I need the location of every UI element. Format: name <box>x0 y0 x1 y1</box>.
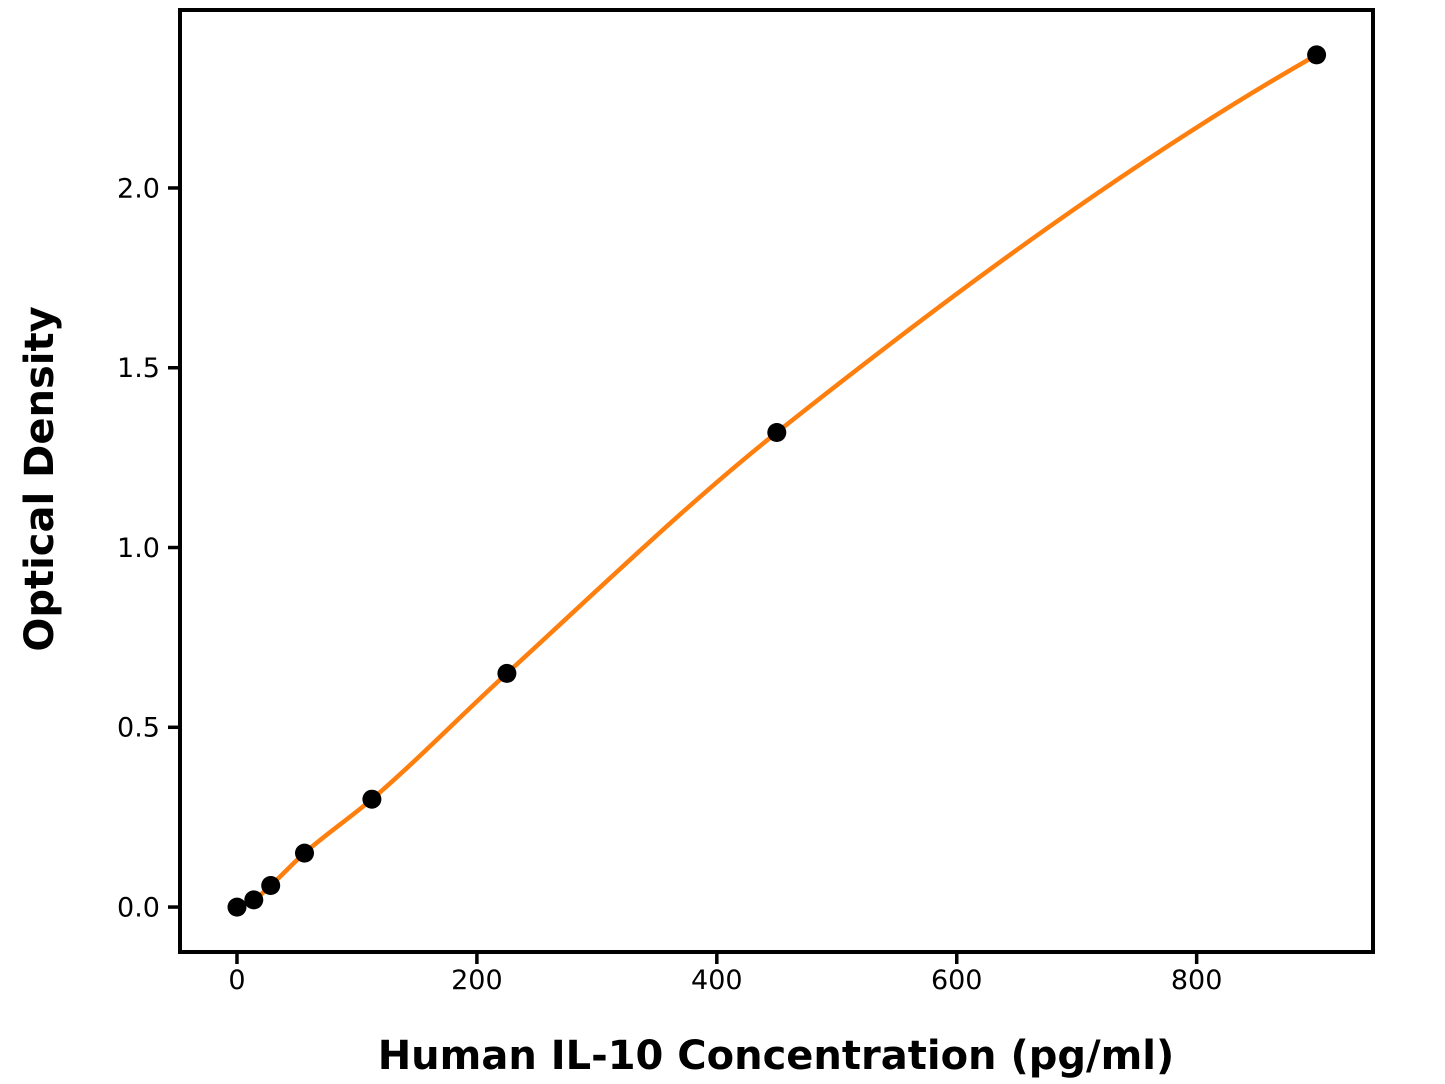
y-tick-label: 0.5 <box>117 713 160 744</box>
x-tick-label: 0 <box>228 965 245 996</box>
x-tick-label: 400 <box>691 965 743 996</box>
data-point-marker <box>261 876 281 895</box>
y-axis-title: Optical Density <box>17 306 63 651</box>
y-tick-label: 2.0 <box>117 173 160 204</box>
x-tick-label: 800 <box>1171 965 1223 996</box>
y-tick-label: 1.5 <box>117 353 160 384</box>
data-points-layer <box>227 45 1327 917</box>
y-axis-ticks: 0.0 0.5 1.0 1.5 2.0 <box>117 173 178 924</box>
data-point-marker <box>362 789 382 809</box>
y-tick-label: 1.0 <box>117 533 160 564</box>
data-point-marker <box>1307 45 1327 65</box>
data-point-marker <box>227 897 247 917</box>
data-point-marker <box>295 843 314 863</box>
data-point-marker <box>244 890 264 910</box>
plot-border <box>178 8 1375 954</box>
y-tick-label: 0.0 <box>117 893 160 924</box>
data-point-marker <box>767 423 787 442</box>
data-point-marker <box>497 663 517 683</box>
x-tick-label: 200 <box>451 965 503 996</box>
x-tick-label: 600 <box>931 965 983 996</box>
x-axis-title: Human IL-10 Concentration (pg/ml) <box>378 1033 1175 1079</box>
x-axis-ticks: 0 200 400 600 800 <box>228 954 1222 996</box>
